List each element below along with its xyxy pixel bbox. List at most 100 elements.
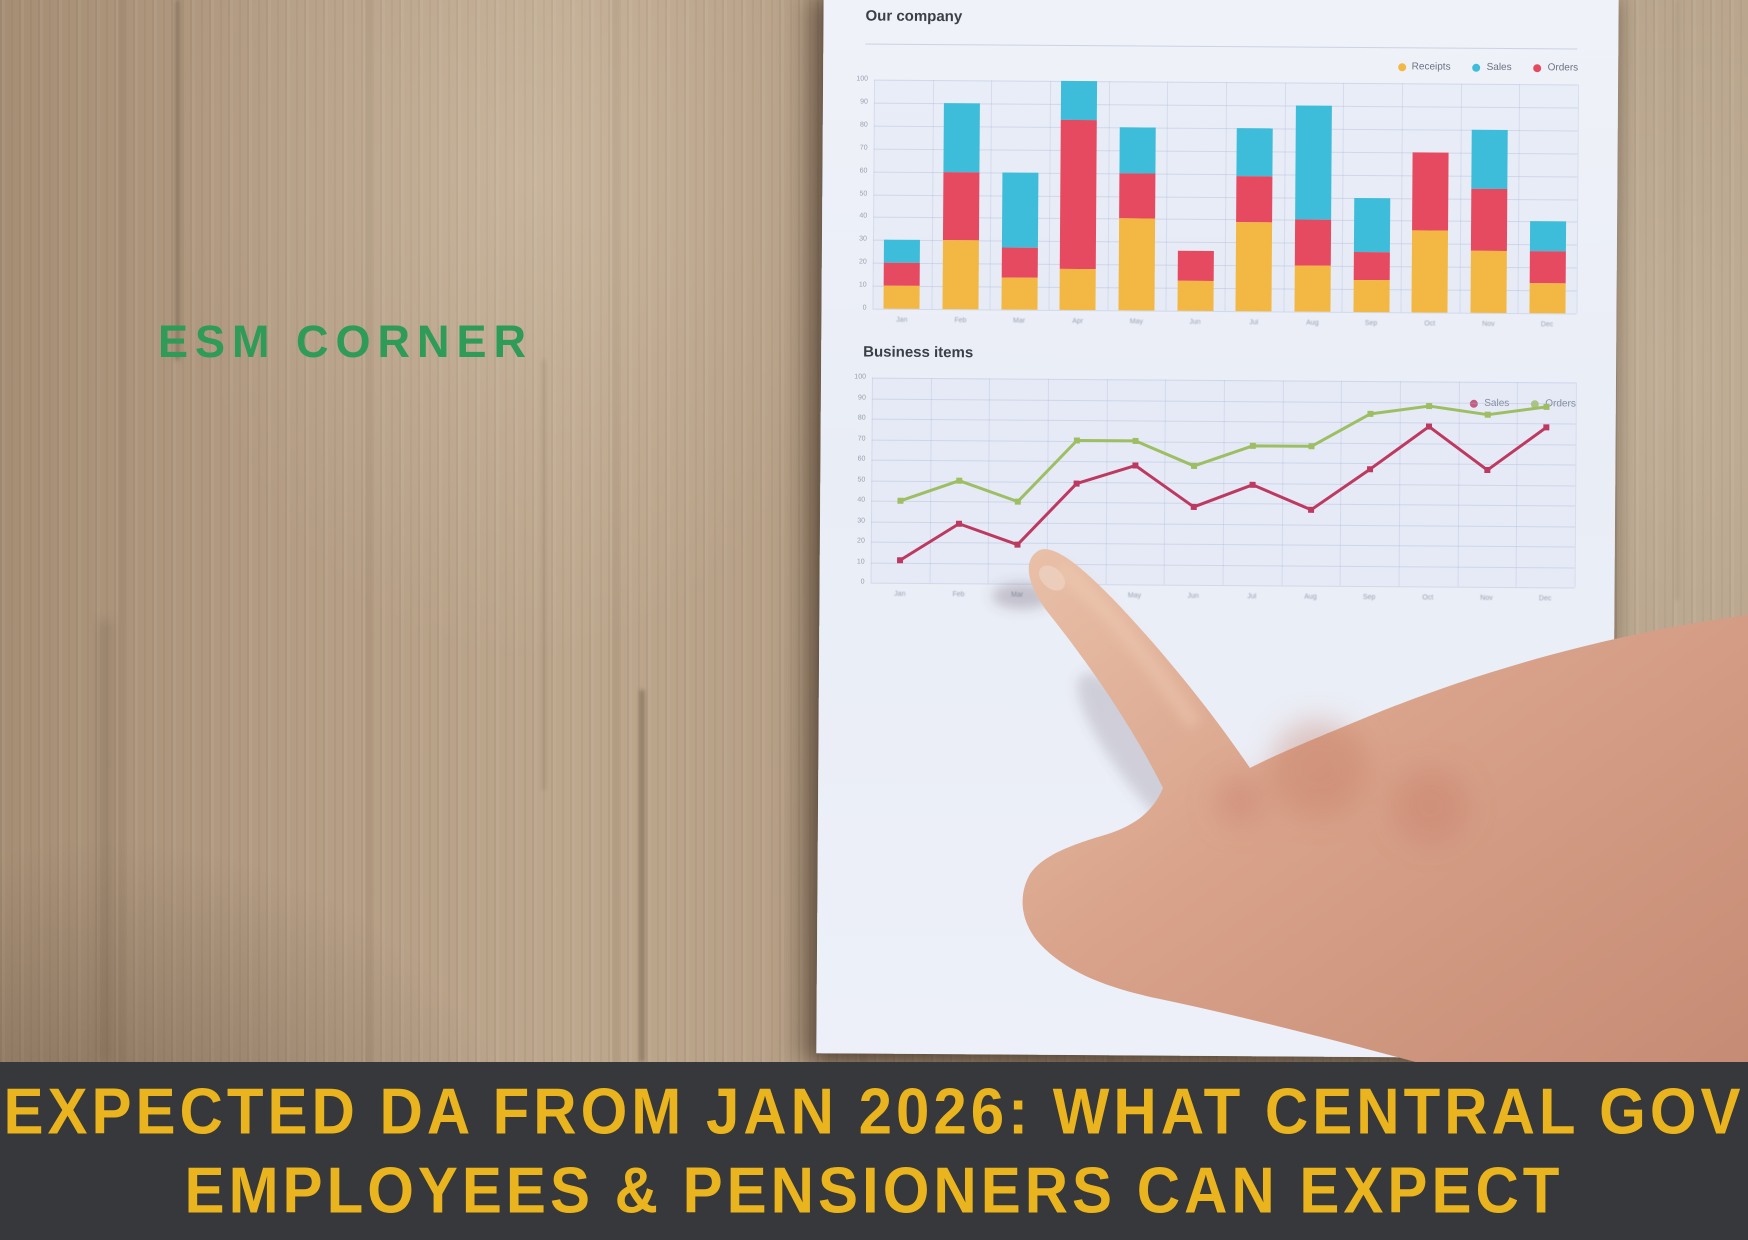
bar-segment-orders	[1294, 219, 1332, 266]
legend-item: Receipts	[1397, 61, 1451, 73]
y-tick-label: 40	[857, 496, 866, 504]
y-tick-label: 20	[858, 258, 867, 266]
legend-label: Sales	[1486, 61, 1512, 74]
stacked-bar	[1294, 105, 1332, 312]
legend-label: Orders	[1547, 62, 1579, 74]
bar-segment-sales	[1119, 127, 1156, 174]
bar-segment-orders	[1236, 176, 1273, 223]
stacked-bar	[1235, 127, 1274, 312]
wood-grain-seam	[1676, 0, 1678, 600]
data-point-marker	[897, 497, 904, 504]
stacked-bar	[1529, 221, 1566, 314]
gridline	[1576, 84, 1580, 314]
x-tick-label: Mar	[1011, 591, 1024, 599]
data-point-marker	[1367, 410, 1374, 417]
data-point-marker	[956, 477, 963, 484]
stacked-bar	[1411, 152, 1449, 313]
bar-segment-sales	[1353, 197, 1390, 253]
title-banner: EXPECTED DA FROM JAN 2026: WHAT CENTRAL …	[0, 1062, 1748, 1240]
stacked-bar	[1118, 127, 1156, 311]
data-point-marker	[1014, 498, 1021, 505]
x-tick-label: Sep	[1364, 320, 1378, 328]
bar-segment-orders	[1353, 252, 1390, 281]
x-tick-label: Nov	[1480, 594, 1493, 602]
x-tick-label: Oct	[1422, 594, 1434, 602]
bar-chart-plot: 100 90 80 70 60 50 40 30 20 10 0 Jan Feb Mar Apr May Jun…	[856, 75, 1580, 328]
legend-item: Sales	[1472, 61, 1512, 74]
bar-segment-sales	[1236, 127, 1274, 177]
bar-segment-sales	[884, 239, 921, 264]
x-tick-label: Apr	[1072, 317, 1084, 326]
bar-segment-sales	[1061, 80, 1098, 121]
y-tick-label: 70	[857, 434, 866, 443]
y-tick-label: 100	[854, 373, 867, 381]
line-series-orders	[899, 404, 1547, 504]
legend-label: Receipts	[1411, 61, 1451, 73]
y-tick-label: 90	[858, 393, 866, 402]
bar-segment-orders	[1529, 251, 1566, 284]
bar-segment-receipts	[1470, 250, 1507, 314]
y-tick-label: 0	[860, 578, 865, 586]
legend-dot	[1533, 63, 1542, 72]
stacked-bar	[1353, 197, 1390, 313]
x-tick-label: Aug	[1306, 319, 1319, 327]
data-point-marker	[955, 520, 963, 527]
chart-paper: Our company Receipts Sales Orders 100 90 80 7…	[816, 0, 1619, 1059]
y-tick-label: 30	[859, 235, 867, 243]
y-tick-label: 100	[856, 75, 869, 83]
x-tick-label: Feb	[952, 591, 965, 599]
bar-segment-receipts	[1529, 283, 1566, 314]
wood-grain-seam	[100, 620, 110, 1062]
bar-segment-orders	[1470, 189, 1508, 252]
x-tick-label: Jul	[1247, 593, 1257, 601]
bar-segment-receipts	[1118, 218, 1156, 311]
x-tick-label: Nov	[1482, 320, 1495, 328]
data-point-marker	[1543, 424, 1550, 431]
x-tick-label: May	[1129, 318, 1144, 326]
x-tick-label: Jan	[896, 316, 908, 324]
x-tick-label: Oct	[1424, 320, 1436, 328]
y-tick-label: 80	[857, 414, 866, 422]
data-point-marker	[1132, 462, 1139, 469]
y-tick-label: 90	[860, 98, 868, 106]
wood-grain-seam	[176, 0, 179, 360]
bar-segment-orders	[1177, 251, 1214, 282]
y-tick-label: 20	[857, 537, 865, 545]
stacked-bar	[883, 239, 921, 309]
x-tick-label: Aug	[1304, 593, 1317, 601]
bar-segment-receipts	[1353, 279, 1390, 313]
stacked-bar	[1177, 251, 1214, 311]
line-chart-plot: 100 90 80 70 60 50 40 30 20 10 0 Jan Feb Mar Apr May Jun…	[854, 373, 1577, 602]
line-series-canvas	[897, 403, 1550, 564]
data-point-marker	[1132, 437, 1139, 444]
y-tick-label: 50	[857, 475, 866, 484]
x-tick-label: Jun	[1189, 318, 1201, 326]
data-point-marker	[1191, 462, 1198, 469]
wood-grain-seam	[640, 690, 644, 1062]
x-tick-label: Jul	[1249, 319, 1259, 327]
bar-segment-sales	[1529, 221, 1566, 252]
data-point-marker	[1484, 411, 1491, 418]
x-tick-label: Sep	[1362, 594, 1376, 602]
x-tick-label: Jun	[1187, 592, 1199, 600]
wood-grain-seam	[543, 360, 545, 790]
bar-segment-orders	[942, 171, 980, 241]
data-point-marker	[1367, 466, 1374, 473]
bar-segment-receipts	[1294, 265, 1331, 312]
data-point-marker	[1426, 403, 1433, 410]
y-tick-label: 70	[859, 144, 868, 152]
y-tick-label: 40	[859, 212, 868, 220]
data-point-marker	[1543, 403, 1550, 410]
bar-segment-orders	[1060, 119, 1098, 269]
legend-dot	[1472, 63, 1481, 72]
bar-chart-legend: Receipts Sales Orders	[1397, 61, 1579, 74]
bar-segment-sales	[1001, 172, 1039, 248]
y-tick-label: 60	[859, 167, 868, 175]
bar-segment-orders	[1119, 172, 1156, 219]
line-chart-title: Business items	[863, 343, 974, 362]
y-tick-label: 50	[859, 189, 868, 198]
y-tick-label: 10	[856, 557, 865, 566]
stacked-bar	[1059, 80, 1098, 311]
bar-segment-orders	[883, 262, 921, 287]
legend-item: Orders	[1533, 62, 1579, 74]
